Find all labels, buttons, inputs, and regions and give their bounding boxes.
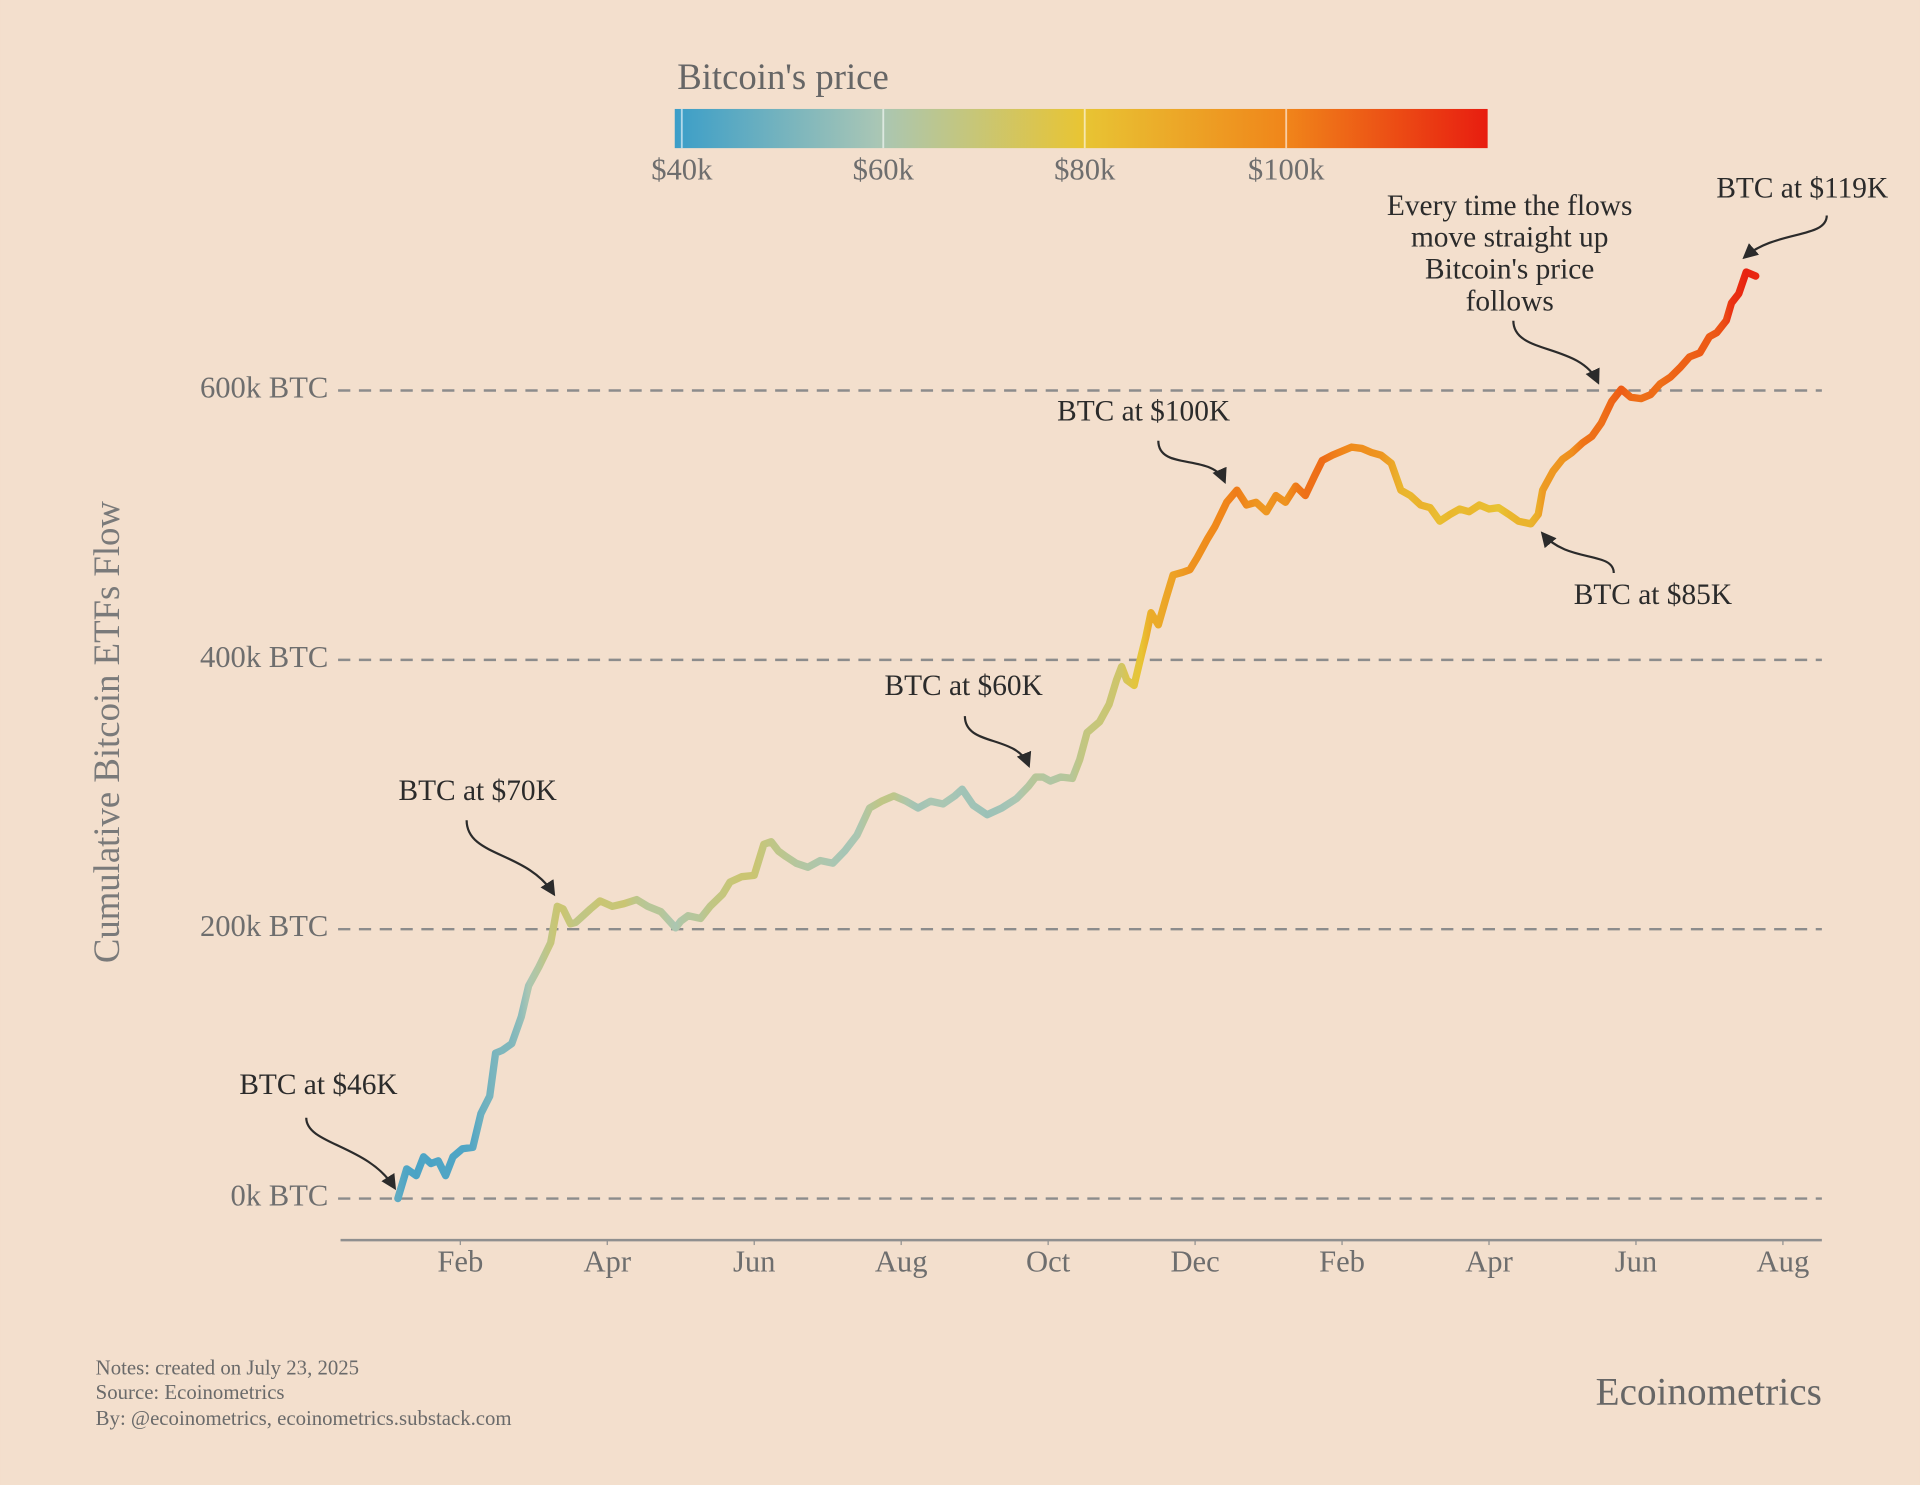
annotation-arrow <box>465 820 556 897</box>
colorbar-tick-label: $80k <box>1054 153 1116 187</box>
colorbar-tick-label: $40k <box>651 153 713 187</box>
x-tick-label: Aug <box>875 1245 928 1279</box>
y-axis-title: Cumulative Bitcoin ETFs Flow <box>86 501 127 964</box>
annotation-arrow <box>963 716 1032 769</box>
x-tick-label: Dec <box>1170 1245 1219 1279</box>
colorbar <box>674 108 1488 149</box>
note: Source: Ecoinometrics <box>96 1380 285 1404</box>
annotation: BTC at $60K <box>885 670 1043 702</box>
note: Notes: created on July 23, 2025 <box>96 1356 359 1380</box>
flow-line <box>394 268 1760 1203</box>
x-tick-label: Apr <box>583 1245 631 1279</box>
credit: Ecoinometrics <box>1596 1371 1822 1414</box>
x-tick-label: Oct <box>1026 1245 1071 1279</box>
annotation: BTC at $46K <box>239 1069 397 1101</box>
x-tick-label: Feb <box>1319 1245 1365 1279</box>
colorbar-title: Bitcoin's price <box>677 56 889 97</box>
y-tick-label: 0k BTC <box>231 1179 329 1213</box>
annotation: BTC at $119K <box>1716 173 1888 205</box>
annotation: BTC at $70K <box>399 775 557 807</box>
annotation-arrow <box>305 1117 397 1191</box>
annotation-arrow <box>1540 531 1615 574</box>
x-tick-label: Feb <box>437 1245 483 1279</box>
x-tick-label: Apr <box>1465 1245 1513 1279</box>
colorbar-tick-label: $60k <box>853 153 915 187</box>
x-tick-label: Aug <box>1757 1245 1810 1279</box>
annotation: move straight up <box>1411 222 1608 254</box>
annotation: Bitcoin's price <box>1425 254 1594 286</box>
annotation: follows <box>1466 285 1554 317</box>
annotation: BTC at $100K <box>1057 396 1230 428</box>
annotation-arrow <box>1157 440 1227 484</box>
annotation-arrow <box>1742 215 1828 260</box>
y-tick-label: 200k BTC <box>200 909 328 943</box>
y-tick-label: 600k BTC <box>200 371 328 405</box>
colorbar-tick-label: $100k <box>1248 153 1325 187</box>
annotation: Every time the flows <box>1387 190 1633 222</box>
x-tick-label: Jun <box>1615 1245 1657 1279</box>
annotation: BTC at $85K <box>1574 579 1732 611</box>
y-tick-label: 400k BTC <box>200 640 328 674</box>
note: By: @ecoinometrics, ecoinometrics.substa… <box>96 1406 512 1430</box>
annotation-arrow <box>1512 320 1600 385</box>
x-tick-label: Jun <box>733 1245 776 1279</box>
